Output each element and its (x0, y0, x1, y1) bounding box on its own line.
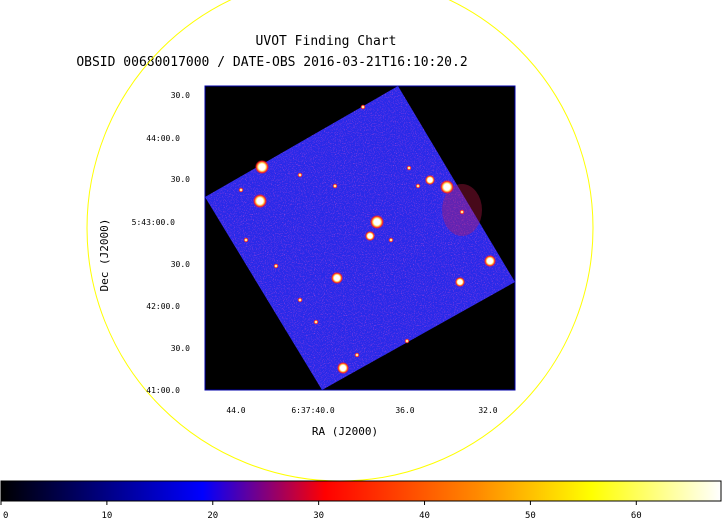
y-axis-label: Dec (J2000) (98, 219, 111, 292)
bright-source (255, 160, 269, 174)
dec-tick-label: 30.0 (171, 175, 190, 184)
faint-source (332, 183, 338, 189)
faint-source (415, 183, 421, 189)
dec-tick-label: 30.0 (171, 260, 190, 269)
dec-tick-label: 42:00.0 (146, 302, 180, 311)
bright-source (337, 362, 349, 374)
colorbar-tick-label: 20 (207, 511, 218, 521)
bright-source (253, 194, 267, 208)
faint-source (238, 187, 244, 193)
faint-source (388, 237, 394, 243)
faint-source (243, 237, 249, 243)
dec-tick-label: 44:00.0 (146, 134, 180, 143)
bright-source (455, 277, 465, 287)
dec-tick-label: 30.0 (171, 91, 190, 100)
colorbar-tick-label: 60 (631, 511, 642, 521)
exposure-region (205, 86, 515, 390)
colorbar-tick-label: 10 (101, 511, 112, 521)
ra-tick-label: 36.0 (395, 406, 414, 415)
faint-source (297, 297, 303, 303)
faint-source (406, 165, 412, 171)
exposure-group (205, 86, 515, 390)
colorbar-tick-label: 40 (419, 511, 430, 521)
bright-source (331, 272, 343, 284)
bright-source (425, 175, 435, 185)
faint-source (360, 104, 366, 110)
sources-layer (238, 104, 496, 374)
bright-source (440, 180, 454, 194)
colorbar-tick-label: 30 (313, 511, 324, 521)
dec-tick-label: 41:00.0 (146, 386, 180, 395)
colorbar-tick-labels: 0 10 20 30 40 50 60 (0, 501, 642, 521)
faint-source (404, 338, 410, 344)
faint-source (297, 172, 303, 178)
chart-subtitle: OBSID 00680017000 / DATE-OBS 2016-03-21T… (76, 55, 467, 70)
colorbar-tick-label: 50 (525, 511, 536, 521)
ra-tick-label: 32.0 (478, 406, 497, 415)
bright-source (365, 231, 375, 241)
ra-tick-label: 44.0 (226, 406, 245, 415)
ra-tick-labels: 44.0 6:37:40.0 36.0 32.0 (226, 406, 497, 415)
faint-source (313, 319, 319, 325)
faint-source (459, 209, 465, 215)
faint-source (273, 263, 279, 269)
dec-tick-label: 5:43:00.0 (132, 218, 176, 227)
colorbar-tick-label: 0 (3, 511, 8, 521)
bright-source (484, 255, 496, 267)
chart-title: UVOT Finding Chart (256, 34, 397, 49)
bright-source (370, 215, 384, 229)
x-axis-label: RA (J2000) (312, 425, 378, 438)
ra-tick-label: 6:37:40.0 (291, 406, 335, 415)
dec-tick-label: 30.0 (171, 344, 190, 353)
faint-source (354, 352, 360, 358)
image-frame (204, 85, 516, 391)
colorbar (0, 480, 722, 502)
dec-tick-labels: 30.0 44:00.0 30.0 5:43:00.0 30.0 42:00.0… (132, 91, 191, 395)
